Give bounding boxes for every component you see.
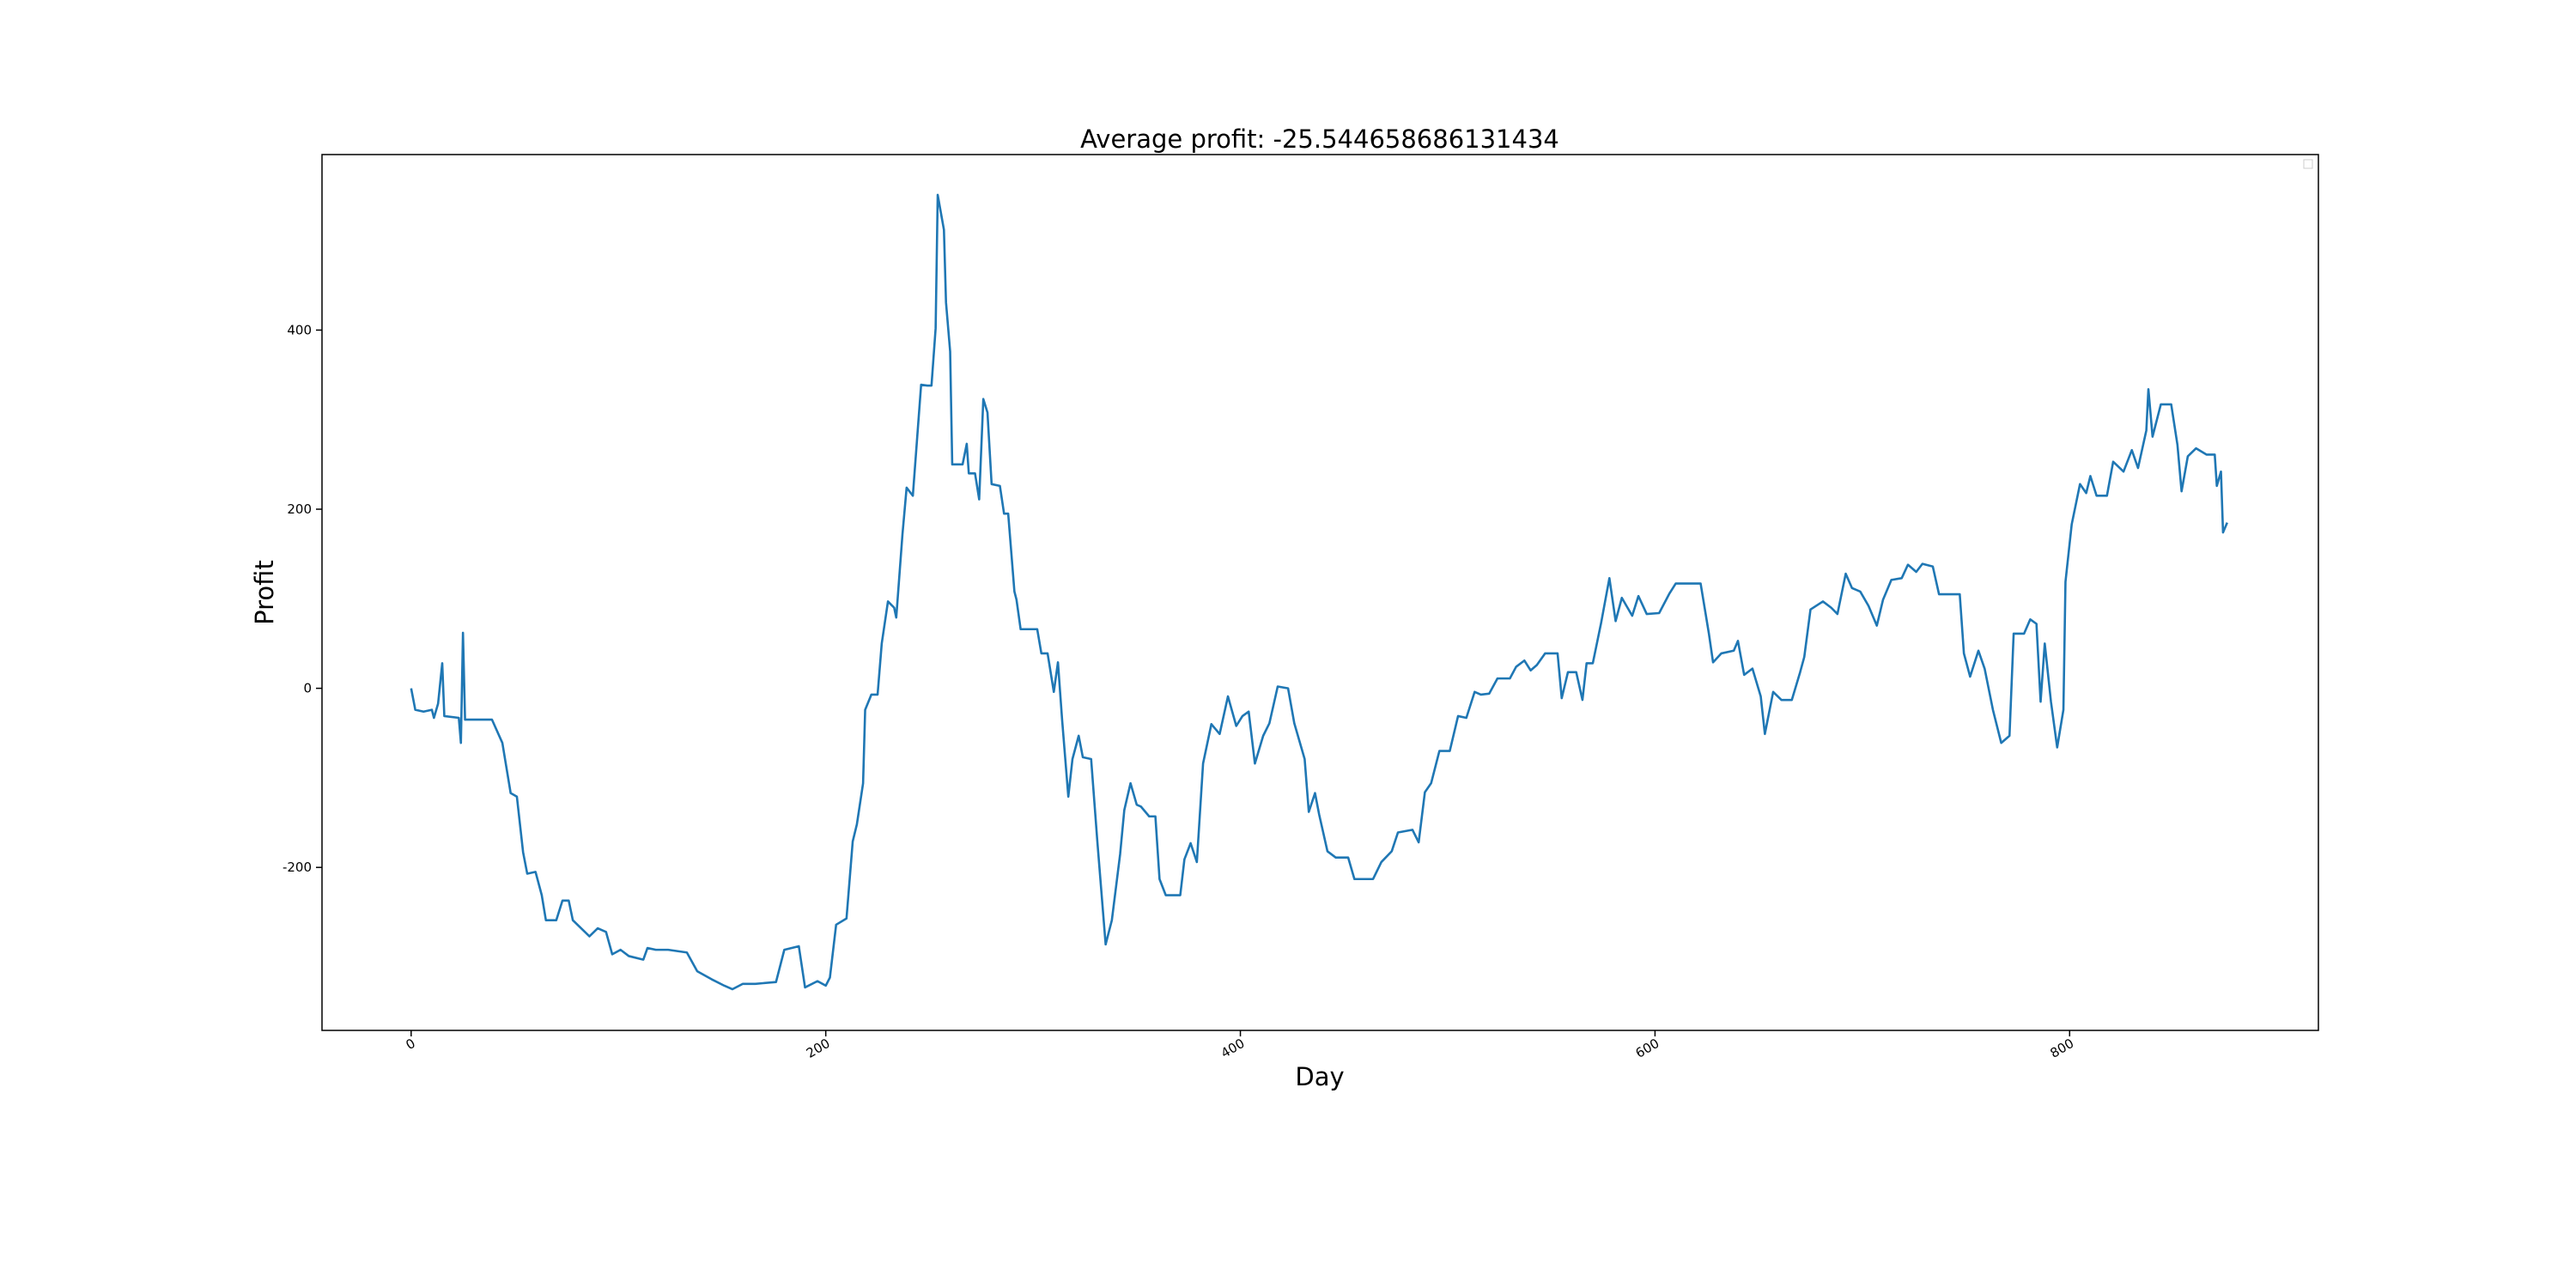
y-tick-label: 0	[303, 681, 312, 696]
line-series	[410, 193, 2228, 991]
y-tick-label: 400	[287, 322, 312, 337]
chart-title: Average profit: -25.544658686131434	[1080, 125, 1559, 154]
y-tick-label: -200	[283, 860, 312, 875]
y-tick-label: 200	[287, 501, 312, 517]
x-axis-label: Day	[1295, 1062, 1344, 1091]
plot-frame	[321, 154, 2319, 1031]
y-axis-label: Profit	[250, 560, 279, 625]
legend	[2303, 159, 2313, 169]
